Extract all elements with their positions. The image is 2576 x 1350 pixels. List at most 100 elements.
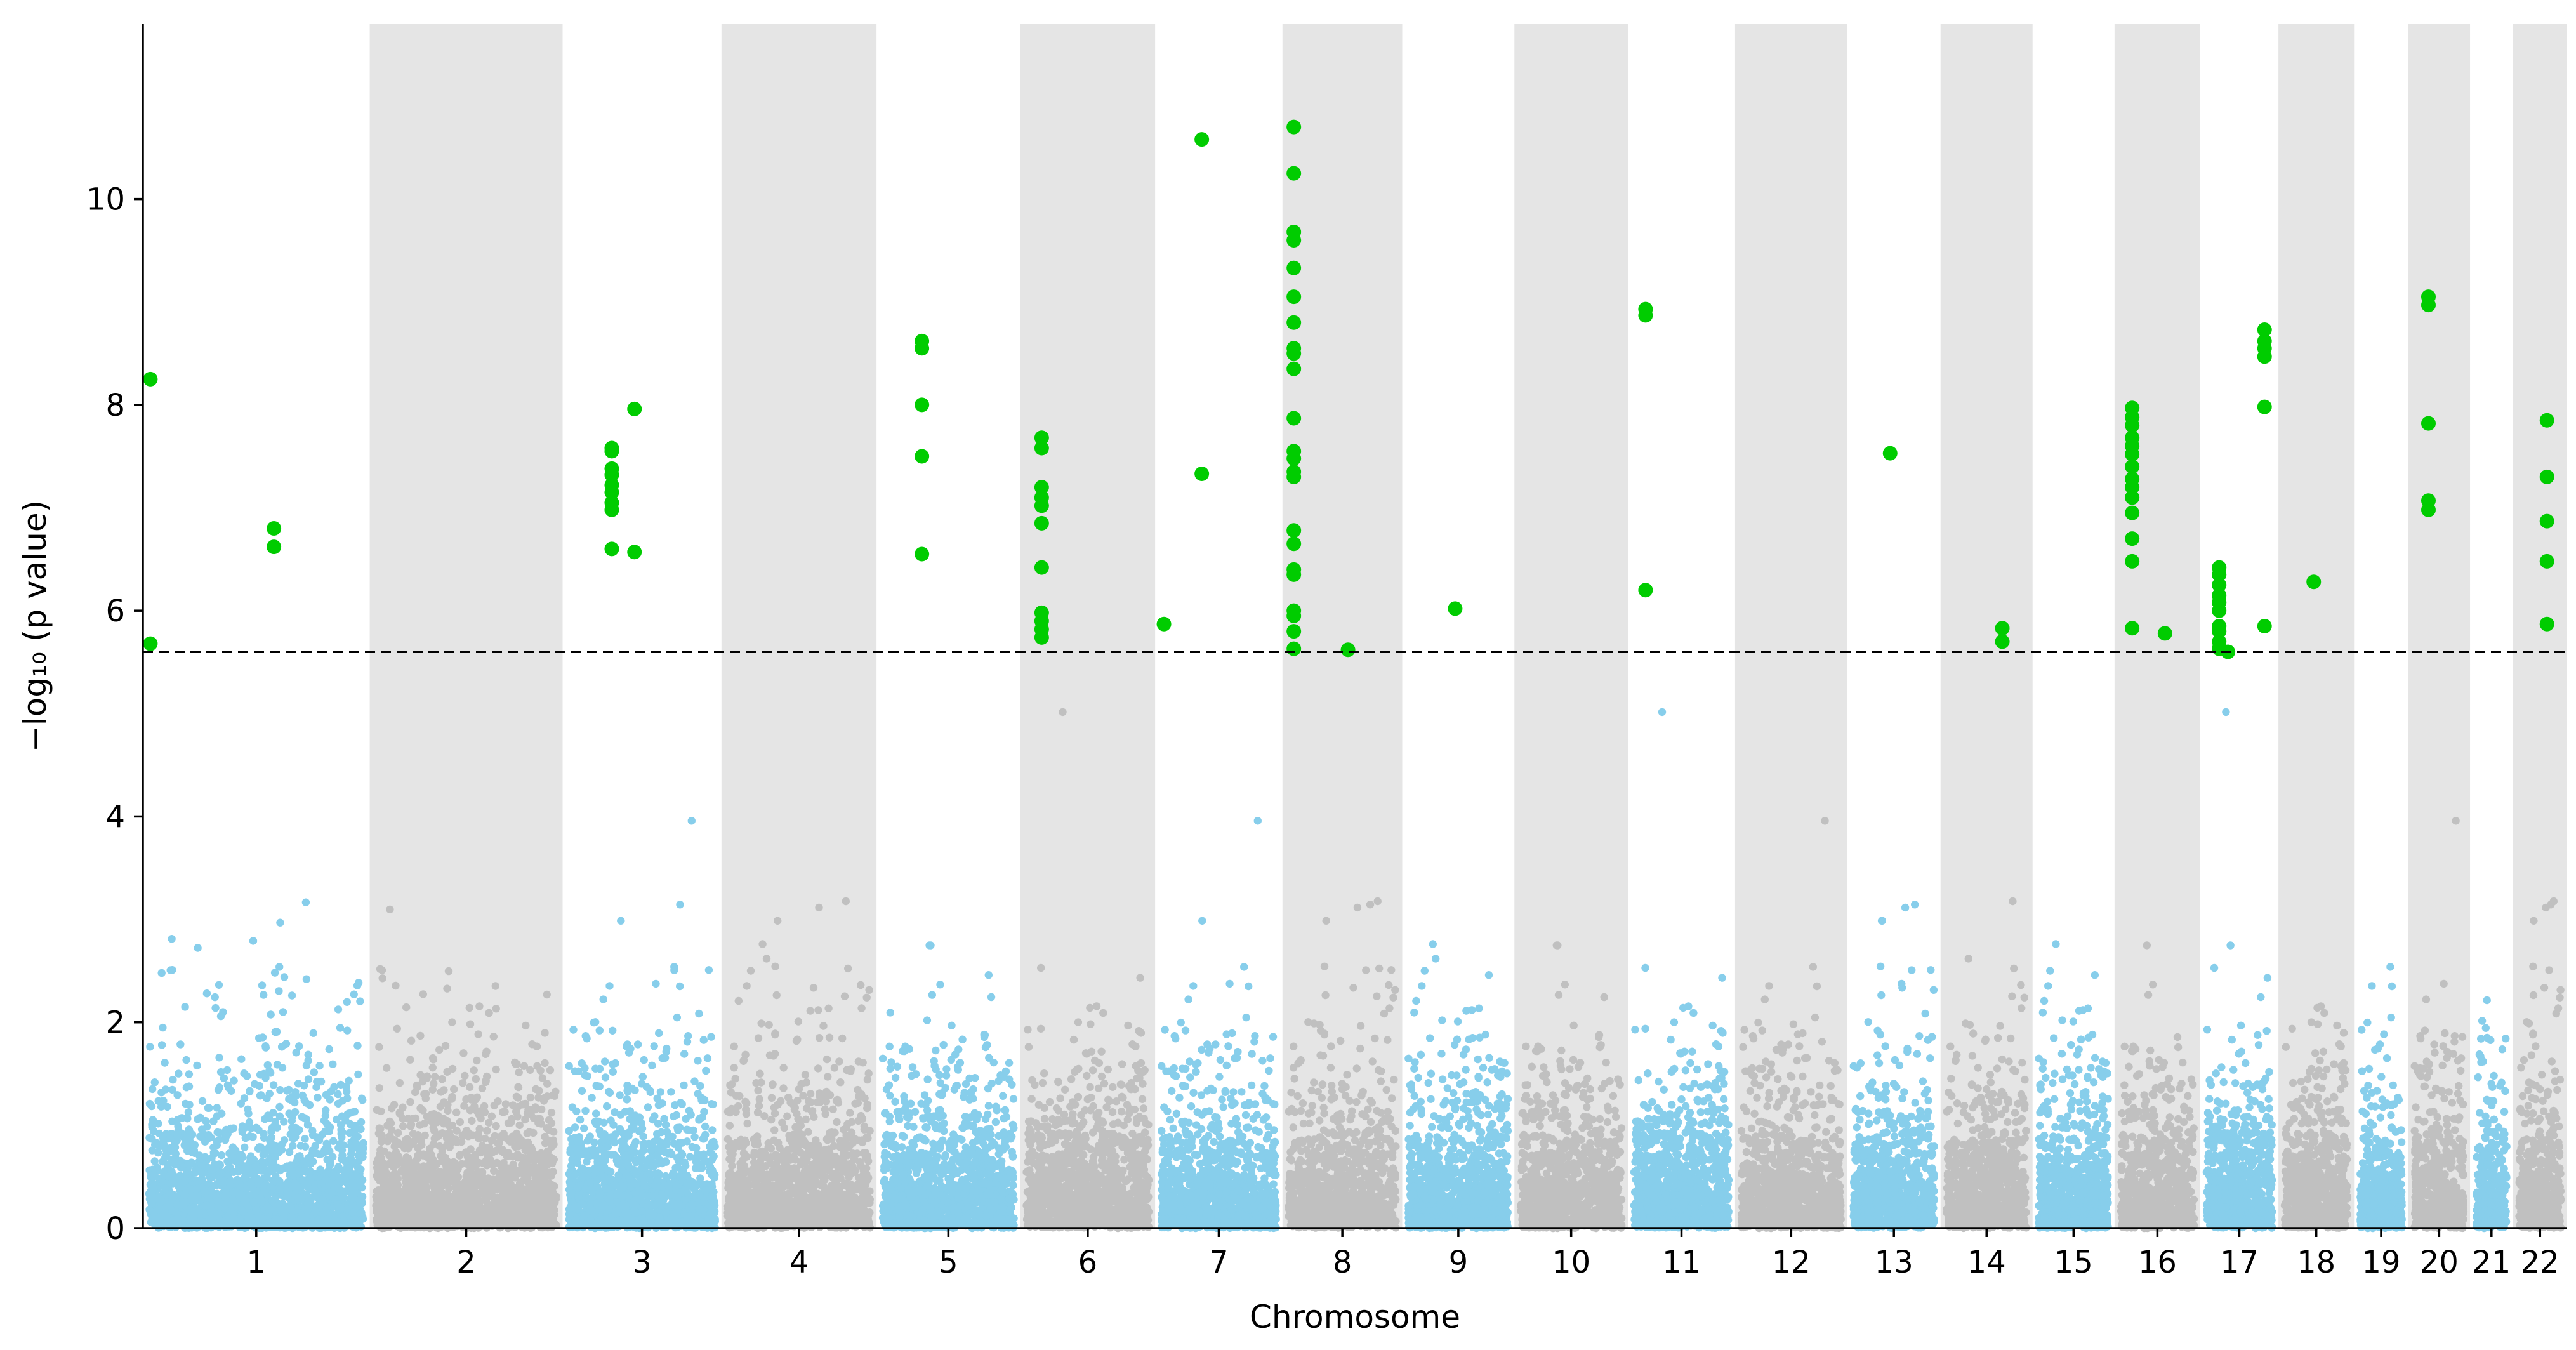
data-point — [326, 1161, 334, 1168]
data-point — [677, 1189, 685, 1196]
data-point — [174, 1133, 182, 1141]
data-point — [356, 1196, 364, 1204]
data-point — [700, 1108, 708, 1116]
data-point — [490, 1033, 498, 1040]
data-point — [515, 1215, 523, 1222]
data-point — [282, 1040, 289, 1048]
data-point — [221, 1192, 228, 1200]
data-point — [358, 1152, 366, 1160]
data-point — [159, 1134, 166, 1141]
data-point — [705, 1216, 713, 1224]
data-point — [175, 1183, 183, 1191]
data-point — [439, 1148, 446, 1155]
data-point — [520, 1100, 527, 1108]
data-point — [634, 1040, 642, 1048]
data-point — [176, 1040, 184, 1048]
data-point — [481, 1135, 489, 1142]
data-point — [393, 1184, 401, 1192]
data-point — [488, 1137, 496, 1144]
data-point — [641, 1164, 649, 1172]
data-point — [432, 1186, 439, 1193]
data-point — [404, 1220, 411, 1228]
data-point — [437, 1088, 445, 1095]
data-point — [600, 1135, 607, 1143]
data-point — [663, 1141, 670, 1148]
data-point — [583, 1158, 590, 1165]
data-point — [706, 1163, 714, 1170]
data-point — [527, 1200, 535, 1207]
data-point — [213, 1104, 221, 1111]
data-point — [211, 993, 219, 1001]
data-point — [385, 1151, 393, 1159]
data-point — [657, 1148, 665, 1155]
data-point — [185, 1070, 193, 1078]
data-point — [241, 1174, 248, 1182]
data-point — [452, 1109, 460, 1116]
data-point — [475, 1111, 483, 1118]
data-point — [269, 1109, 277, 1116]
data-point — [354, 1133, 362, 1141]
data-point — [393, 1025, 401, 1033]
data-point — [656, 1215, 663, 1222]
data-point — [230, 1076, 237, 1084]
data-point — [571, 1171, 579, 1179]
data-point — [649, 1116, 656, 1123]
data-point — [483, 1185, 491, 1193]
data-point — [459, 1132, 466, 1139]
data-point — [615, 1172, 623, 1180]
data-point — [548, 1109, 555, 1116]
data-point — [221, 1205, 229, 1212]
data-point — [409, 1130, 417, 1137]
data-point — [295, 1042, 303, 1050]
data-point — [407, 1122, 414, 1130]
data-point — [216, 1161, 224, 1169]
data-point — [483, 1073, 491, 1080]
data-point — [393, 1160, 401, 1168]
data-point — [275, 987, 282, 995]
data-point — [500, 1193, 508, 1200]
data-point — [611, 1059, 619, 1067]
data-point — [688, 817, 696, 824]
data-point — [435, 1046, 443, 1054]
data-point — [227, 1087, 235, 1095]
data-point — [265, 1067, 273, 1075]
data-point — [473, 1057, 480, 1064]
data-point — [485, 1119, 492, 1127]
data-point — [161, 1153, 169, 1161]
data-point — [276, 919, 284, 927]
data-point — [602, 1175, 609, 1183]
data-point — [419, 1078, 426, 1085]
data-point — [281, 973, 288, 981]
data-point — [284, 1193, 292, 1200]
data-point — [184, 1160, 192, 1168]
data-point — [600, 995, 607, 1003]
data-point — [402, 1003, 410, 1011]
data-point — [414, 1179, 421, 1186]
data-point — [183, 1115, 191, 1122]
data-point — [338, 1146, 346, 1154]
data-point — [347, 1150, 355, 1158]
data-point — [702, 1067, 710, 1075]
data-point — [655, 1137, 663, 1145]
data-point — [194, 1115, 201, 1123]
data-point — [305, 1075, 312, 1083]
data-point — [215, 1054, 223, 1061]
data-point — [342, 1083, 350, 1090]
data-point — [154, 1149, 162, 1156]
data-point — [325, 1180, 333, 1188]
data-point — [708, 1150, 715, 1158]
data-point — [304, 1155, 312, 1163]
data-point — [161, 1172, 168, 1179]
data-point — [432, 1116, 439, 1124]
data-point — [174, 1116, 182, 1123]
data-point — [565, 1062, 573, 1070]
data-point — [146, 1043, 154, 1050]
data-point — [270, 1081, 277, 1089]
data-point — [353, 1042, 361, 1049]
data-point — [336, 1024, 344, 1031]
data-point — [271, 969, 279, 976]
data-point — [268, 1134, 275, 1141]
data-point — [312, 1083, 320, 1091]
data-point — [253, 1188, 261, 1195]
data-point — [459, 1049, 467, 1057]
